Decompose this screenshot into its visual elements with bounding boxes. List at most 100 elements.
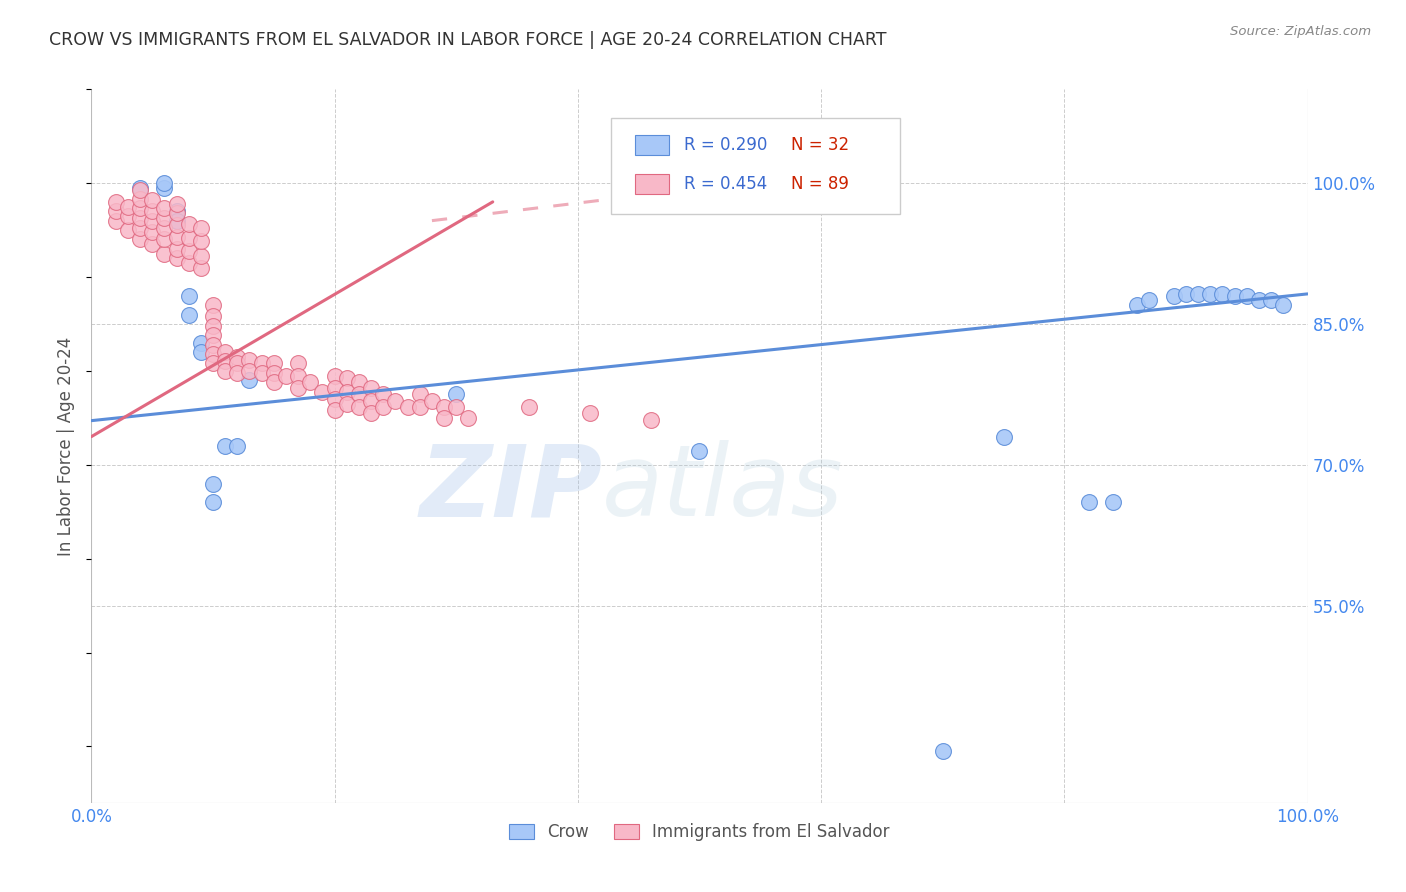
FancyBboxPatch shape [636, 135, 669, 155]
Point [153, 221, 176, 235]
Point [202, 328, 225, 343]
Point [177, 256, 200, 270]
Point [129, 221, 152, 235]
Point [336, 384, 359, 399]
Point [190, 249, 212, 263]
Point [226, 366, 249, 380]
Point [373, 400, 395, 414]
Point [311, 384, 333, 399]
Point [238, 373, 260, 387]
Y-axis label: In Labor Force | Age 20-24: In Labor Force | Age 20-24 [58, 336, 76, 556]
Point [1102, 495, 1125, 509]
Point [263, 366, 285, 380]
Point [323, 381, 346, 395]
Point [1247, 293, 1270, 308]
Point [129, 232, 152, 246]
Point [287, 368, 309, 383]
Point [129, 183, 152, 197]
Point [579, 406, 602, 420]
Point [1211, 286, 1233, 301]
Point [190, 235, 212, 249]
Point [166, 196, 188, 211]
Point [117, 223, 139, 237]
Point [409, 400, 432, 414]
Point [202, 310, 225, 324]
Point [1139, 293, 1161, 308]
Point [1163, 289, 1185, 303]
Text: ZIP: ZIP [419, 441, 602, 537]
Point [384, 393, 406, 408]
Point [141, 225, 163, 239]
Point [153, 232, 176, 246]
Point [129, 181, 152, 195]
Point [688, 443, 710, 458]
Point [238, 364, 260, 378]
Point [238, 352, 260, 367]
Point [153, 202, 176, 216]
Point [1272, 298, 1295, 312]
Point [336, 397, 359, 411]
Point [141, 204, 163, 219]
Point [117, 200, 139, 214]
Point [214, 364, 236, 378]
Point [263, 356, 285, 370]
Point [166, 219, 188, 233]
Point [153, 181, 176, 195]
Point [129, 202, 152, 216]
Point [153, 246, 176, 260]
Point [226, 439, 249, 453]
Point [347, 387, 370, 401]
Point [640, 413, 662, 427]
Point [1236, 289, 1258, 303]
Point [190, 335, 212, 350]
Text: Source: ZipAtlas.com: Source: ZipAtlas.com [1230, 25, 1371, 38]
Point [517, 400, 540, 414]
Text: R = 0.454: R = 0.454 [683, 175, 766, 193]
Point [993, 429, 1015, 443]
Point [117, 209, 139, 223]
Point [360, 381, 382, 395]
Point [373, 387, 395, 401]
Point [166, 213, 188, 227]
Point [177, 218, 200, 232]
Point [166, 229, 188, 244]
Point [409, 387, 432, 401]
Point [214, 439, 236, 453]
Point [141, 213, 163, 227]
Point [166, 204, 188, 219]
Point [141, 237, 163, 252]
Point [323, 368, 346, 383]
Point [104, 204, 127, 219]
Text: R = 0.290: R = 0.290 [683, 136, 768, 153]
Point [153, 211, 176, 225]
Point [202, 318, 225, 333]
Point [1175, 286, 1198, 301]
Point [1077, 495, 1099, 509]
Point [433, 410, 456, 425]
Text: N = 32: N = 32 [790, 136, 849, 153]
Point [153, 176, 176, 190]
Point [226, 350, 249, 364]
Point [202, 476, 225, 491]
Point [457, 410, 479, 425]
Point [323, 403, 346, 417]
Point [360, 393, 382, 408]
Point [336, 371, 359, 385]
Point [1260, 293, 1282, 308]
Point [190, 221, 212, 235]
Point [360, 406, 382, 420]
Text: atlas: atlas [602, 441, 844, 537]
Point [263, 375, 285, 389]
Point [250, 356, 273, 370]
Point [226, 356, 249, 370]
Point [177, 308, 200, 322]
Point [323, 392, 346, 406]
Point [1199, 286, 1222, 301]
Point [347, 400, 370, 414]
Point [1223, 289, 1246, 303]
Point [166, 206, 188, 220]
Point [177, 230, 200, 244]
Point [190, 345, 212, 359]
Point [299, 375, 322, 389]
Legend: Crow, Immigrants from El Salvador: Crow, Immigrants from El Salvador [502, 817, 897, 848]
